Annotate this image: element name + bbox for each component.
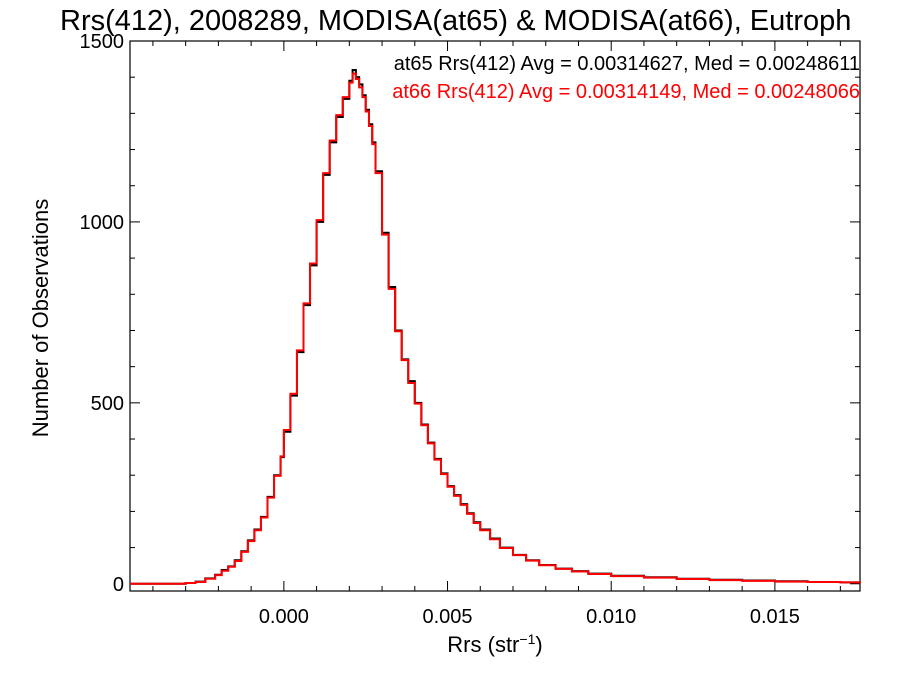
legend-entry-at66: at66 Rrs(412) Avg = 0.00314149, Med = 0.…	[392, 81, 860, 103]
x-tick-label: 0.000	[259, 606, 309, 628]
y-tick-label: 1500	[80, 31, 125, 53]
x-axis-label-main: Rrs (str	[447, 632, 519, 657]
x-axis-ticks: 0.000 0.005 0.010 0.015	[152, 41, 841, 628]
x-tick-label: 0.015	[750, 606, 800, 628]
series-at65-line	[130, 68, 861, 585]
x-axis-label: Rrs (str−1)	[447, 631, 542, 657]
y-tick-label: 0	[113, 574, 124, 596]
chart-title: Rrs(412), 2008289, MODISA(at65) & MODISA…	[60, 5, 851, 37]
legend-entry-at65: at65 Rrs(412) Avg = 0.00314627, Med = 0.…	[394, 53, 860, 75]
x-tick-label: 0.005	[423, 606, 473, 628]
y-tick-label: 1000	[80, 212, 125, 234]
x-axis-label-superscript: −1	[519, 631, 535, 647]
y-axis-ticks: 0 500 1000 1500	[80, 31, 860, 596]
y-axis-label: Number of Observations	[28, 199, 53, 437]
y-tick-label: 500	[91, 393, 124, 415]
plot-frame	[129, 40, 861, 592]
series-group	[130, 68, 861, 585]
x-axis-label-close: )	[535, 632, 542, 657]
plot-border	[129, 40, 861, 592]
series-at66-line	[130, 72, 861, 585]
x-tick-label: 0.010	[586, 606, 636, 628]
